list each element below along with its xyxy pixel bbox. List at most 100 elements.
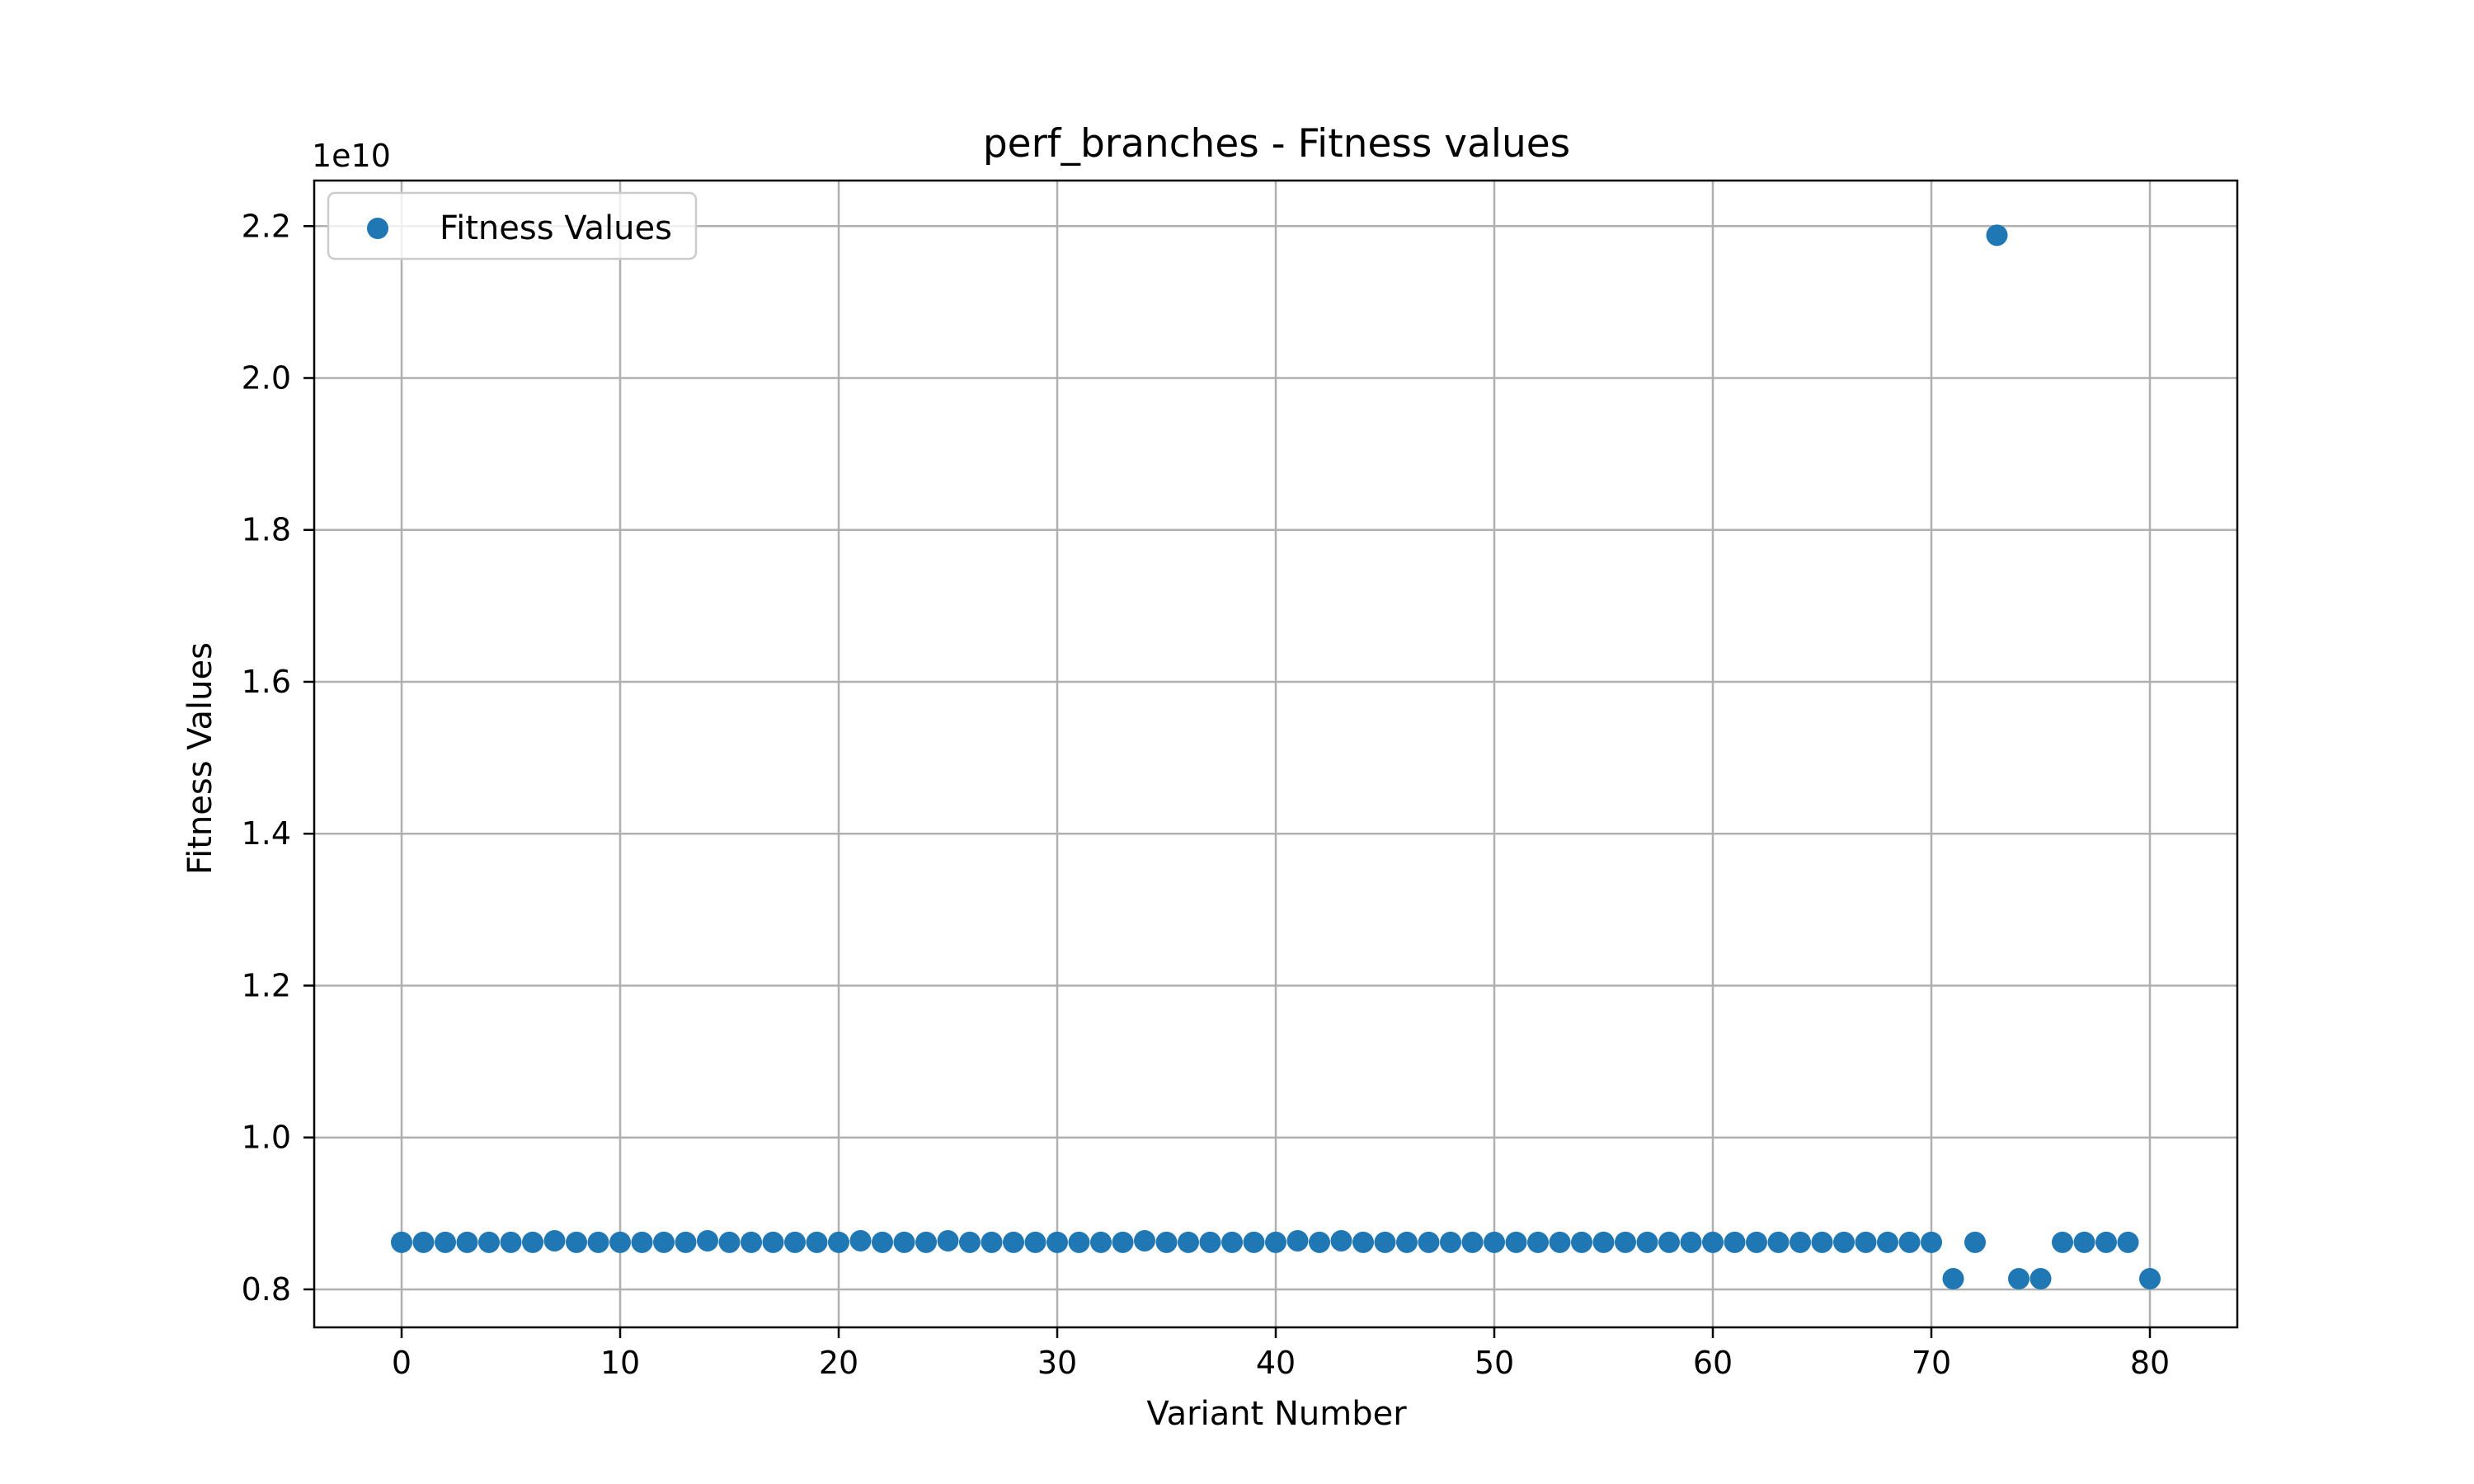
- y-axis-offset-label: 1e10: [312, 138, 391, 174]
- data-point: [1090, 1231, 1112, 1253]
- data-point: [1440, 1231, 1461, 1253]
- y-tick-label: 2.2: [242, 208, 291, 244]
- y-tick-label: 1.8: [242, 512, 291, 548]
- chart-title: perf_branches - Fitness values: [983, 121, 1570, 167]
- data-point: [1855, 1231, 1877, 1253]
- data-point: [631, 1231, 653, 1253]
- data-point: [435, 1231, 456, 1253]
- data-point: [1898, 1231, 1921, 1253]
- legend-marker: [367, 218, 388, 239]
- data-point: [1680, 1231, 1702, 1253]
- y-tick-label: 1.4: [242, 815, 291, 852]
- data-point: [1527, 1231, 1549, 1253]
- data-point: [1833, 1231, 1855, 1253]
- data-point: [1003, 1231, 1024, 1253]
- data-point: [478, 1231, 500, 1253]
- data-point: [653, 1231, 675, 1253]
- data-points: [391, 224, 2161, 1290]
- data-point: [1746, 1231, 1767, 1253]
- x-tick-label: 10: [600, 1345, 640, 1381]
- data-point: [1592, 1231, 1615, 1253]
- data-point: [741, 1231, 762, 1253]
- data-point: [959, 1231, 981, 1253]
- data-point: [1921, 1231, 1942, 1253]
- x-tick-label: 70: [1912, 1345, 1951, 1381]
- data-point: [1964, 1231, 1986, 1253]
- data-point: [1418, 1231, 1440, 1253]
- legend: Fitness Values: [327, 191, 698, 261]
- x-tick-label: 20: [819, 1345, 858, 1381]
- tick-labels: 0 10 20 30 40 50 60 70 80 0.8 1.0 1.2 1.4 1.6 1.8 2.0 2.…: [242, 208, 2171, 1381]
- data-point: [893, 1231, 915, 1253]
- x-tick-label: 60: [1693, 1345, 1733, 1381]
- data-point: [915, 1231, 937, 1253]
- data-point: [1571, 1231, 1592, 1253]
- grid: [314, 181, 2237, 1327]
- legend-label: Fitness Values: [440, 209, 672, 247]
- data-point: [1286, 1229, 1309, 1252]
- data-point: [762, 1231, 784, 1253]
- data-point: [1047, 1231, 1068, 1253]
- data-point: [500, 1231, 522, 1253]
- data-point: [872, 1231, 893, 1253]
- data-point: [566, 1231, 587, 1253]
- data-point: [609, 1231, 631, 1253]
- data-point: [1112, 1231, 1134, 1253]
- x-tick-label: 30: [1037, 1345, 1077, 1381]
- x-tick-label: 50: [1475, 1345, 1514, 1381]
- data-point: [1942, 1268, 1964, 1290]
- data-point: [1330, 1229, 1352, 1252]
- data-point: [937, 1229, 959, 1252]
- x-tick-label: 0: [392, 1345, 412, 1381]
- data-point: [2030, 1268, 2052, 1290]
- y-tick-label: 2.0: [242, 360, 291, 397]
- data-point: [1505, 1231, 1527, 1253]
- y-tick-label: 1.2: [242, 967, 291, 1003]
- y-tick-label: 1.0: [242, 1120, 291, 1156]
- data-point: [828, 1231, 849, 1253]
- data-point: [522, 1231, 543, 1253]
- data-point: [1636, 1231, 1658, 1253]
- data-point: [543, 1229, 566, 1252]
- data-point: [1724, 1231, 1746, 1253]
- data-point: [1811, 1231, 1833, 1253]
- data-point: [2139, 1268, 2161, 1290]
- data-point: [412, 1231, 435, 1253]
- data-point: [849, 1229, 872, 1252]
- data-point: [1243, 1231, 1265, 1253]
- legend-box: [327, 191, 698, 261]
- x-tick-label: 40: [1256, 1345, 1296, 1381]
- data-point: [2073, 1231, 2095, 1253]
- y-tick-label: 0.8: [242, 1271, 291, 1308]
- data-point: [1461, 1231, 1484, 1253]
- data-point: [1396, 1231, 1418, 1253]
- data-point: [2117, 1231, 2139, 1253]
- data-point: [784, 1231, 806, 1253]
- axis-ticks: [303, 225, 2152, 1338]
- data-point: [1134, 1229, 1155, 1252]
- x-axis-title: Variant Number: [1146, 1395, 1407, 1433]
- data-point: [1221, 1231, 1243, 1253]
- data-point: [1265, 1231, 1286, 1253]
- y-axis-title: Fitness Values: [181, 642, 219, 875]
- data-point: [2052, 1231, 2073, 1253]
- data-point: [1767, 1231, 1790, 1253]
- data-point: [1374, 1231, 1396, 1253]
- data-point: [2095, 1231, 2117, 1253]
- data-point: [1790, 1231, 1811, 1253]
- data-point: [456, 1231, 478, 1253]
- data-point: [1615, 1231, 1636, 1253]
- data-point: [587, 1231, 609, 1253]
- data-point: [1024, 1231, 1047, 1253]
- data-point: [1702, 1231, 1724, 1253]
- data-point: [1658, 1231, 1680, 1253]
- data-point: [1178, 1231, 1199, 1253]
- data-point: [1155, 1231, 1178, 1253]
- y-tick-label: 1.6: [242, 664, 291, 700]
- data-point: [675, 1231, 697, 1253]
- data-point: [697, 1229, 718, 1252]
- data-point: [981, 1231, 1003, 1253]
- data-point: [718, 1231, 741, 1253]
- data-point: [1068, 1231, 1090, 1253]
